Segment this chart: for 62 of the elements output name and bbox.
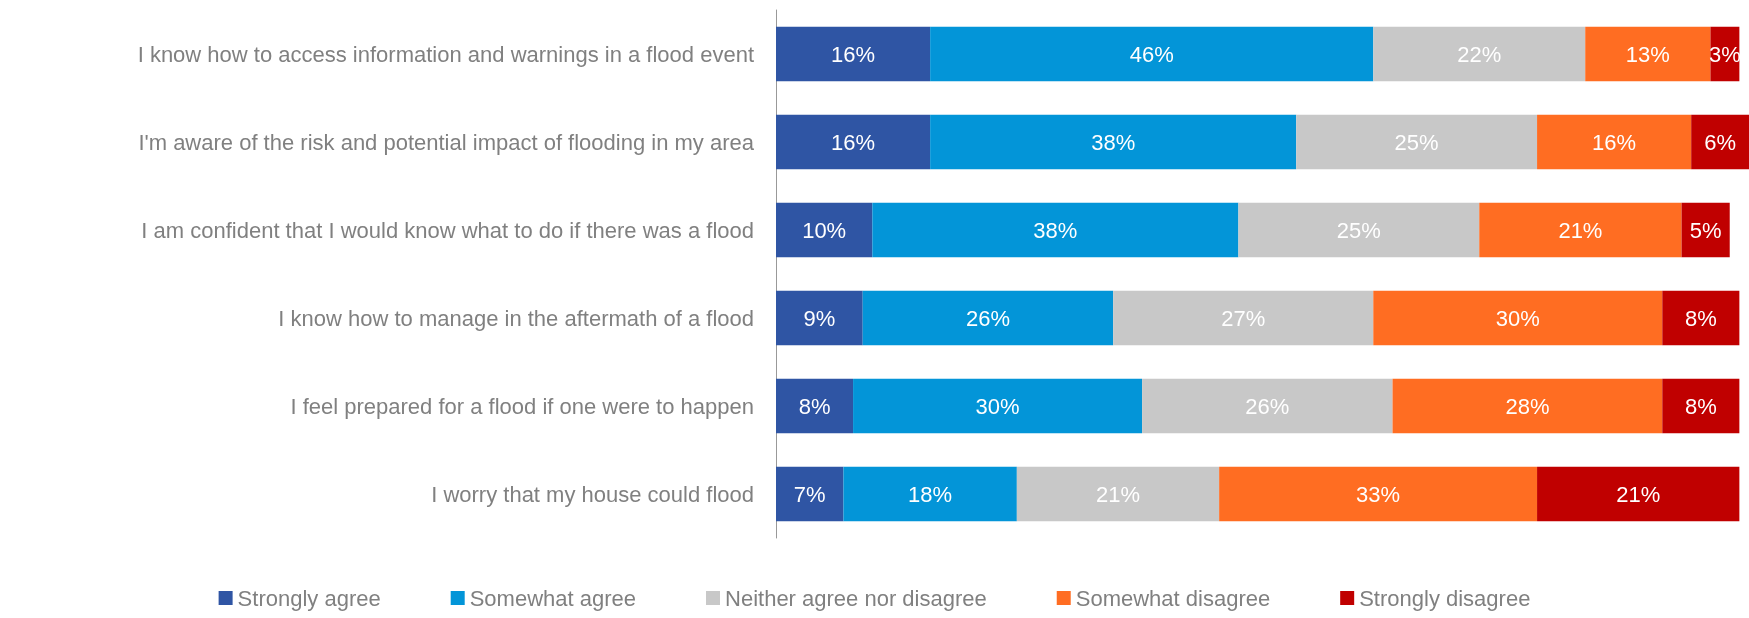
data-label: 8%: [1684, 305, 1717, 331]
y-tick-label: I am confident that I would know what to do if there was a flood: [141, 217, 754, 243]
bar: [843, 466, 1017, 522]
bar: [776, 114, 931, 170]
bar: [1662, 378, 1740, 434]
data-label: 28%: [1505, 393, 1550, 419]
bar: [1238, 202, 1480, 258]
legend-label: Neither agree nor disagree: [725, 585, 987, 611]
data-label: 7%: [793, 481, 826, 507]
bar: [1142, 378, 1393, 434]
data-label: 38%: [1033, 217, 1078, 243]
legend-label: Strongly disagree: [1359, 585, 1531, 611]
bar: [1537, 466, 1740, 522]
bar: [1392, 378, 1663, 434]
data-label: 8%: [1684, 393, 1717, 419]
bar: [1691, 114, 1749, 170]
data-label: 10%: [802, 217, 847, 243]
y-tick-label: I know how to manage in the aftermath of a flood: [278, 305, 754, 331]
data-label: 9%: [803, 305, 836, 331]
bar: [776, 290, 863, 346]
bar: [1219, 466, 1538, 522]
y-tick-label: I worry that my house could flood: [431, 481, 754, 507]
data-label: 30%: [975, 393, 1020, 419]
bar: [930, 114, 1297, 170]
bar: [1537, 114, 1692, 170]
legend-label: Somewhat agree: [469, 585, 637, 611]
legend-label: Somewhat disagree: [1075, 585, 1271, 611]
bar: [776, 202, 873, 258]
y-tick-label: I feel prepared for a flood if one were to happen: [290, 393, 754, 419]
bar: [776, 466, 844, 522]
bar: [872, 202, 1239, 258]
legend-label: Strongly agree: [237, 585, 381, 611]
data-label: 46%: [1129, 41, 1174, 67]
bar: [862, 290, 1114, 346]
data-label: 33%: [1356, 481, 1401, 507]
data-label: 26%: [965, 305, 1010, 331]
bar: [1373, 26, 1586, 82]
data-label: 6%: [1704, 129, 1736, 155]
bar: [853, 378, 1143, 434]
bar: [930, 26, 1374, 82]
bar: [776, 26, 931, 82]
bar: [1296, 114, 1538, 170]
data-label: 13%: [1625, 41, 1670, 67]
bar: [1113, 290, 1374, 346]
bar: [776, 378, 854, 434]
bar: [1016, 466, 1220, 522]
y-tick-label: I'm aware of the risk and potential impact of flooding in my area: [138, 129, 755, 155]
bar: [1585, 26, 1711, 82]
bar: [1662, 290, 1740, 346]
data-label: 8%: [798, 393, 831, 419]
bar: [1373, 290, 1663, 346]
y-tick-label: I know how to access information and warnings in a flood event: [137, 41, 754, 67]
data-label: 5%: [1689, 217, 1722, 243]
bar: [1479, 202, 1682, 258]
data-label: 16%: [831, 41, 876, 67]
data-label: 18%: [908, 481, 953, 507]
data-label: 21%: [1558, 217, 1603, 243]
data-label: 16%: [831, 129, 876, 155]
data-label: 16%: [1592, 129, 1637, 155]
data-label: 21%: [1616, 481, 1661, 507]
data-label: 38%: [1091, 129, 1136, 155]
data-label: 30%: [1495, 305, 1540, 331]
